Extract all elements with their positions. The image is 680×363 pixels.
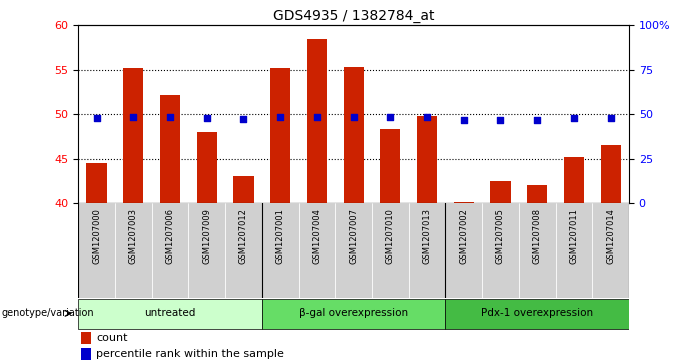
Text: genotype/variation: genotype/variation [1, 308, 95, 318]
Bar [233, 176, 254, 203]
Bar [81, 333, 91, 344]
Point [91, 115, 102, 121]
Bar [556, 203, 592, 298]
Text: GSM1207010: GSM1207010 [386, 208, 395, 264]
Bar [123, 68, 143, 203]
Text: GSM1207000: GSM1207000 [92, 208, 101, 264]
Bar [490, 181, 511, 203]
Bar [160, 95, 180, 203]
Text: GSM1207003: GSM1207003 [129, 208, 138, 264]
Bar [527, 185, 547, 203]
Bar [592, 203, 629, 298]
Point [568, 115, 579, 121]
Bar [445, 299, 629, 329]
Bar [335, 203, 372, 298]
Point [605, 115, 616, 121]
Text: percentile rank within the sample: percentile rank within the sample [97, 349, 284, 359]
Point [275, 114, 286, 120]
Bar [600, 146, 621, 203]
Bar [454, 201, 474, 203]
Point [201, 115, 212, 121]
Bar [270, 68, 290, 203]
Point [385, 114, 396, 120]
Text: GSM1207012: GSM1207012 [239, 208, 248, 264]
Text: GSM1207006: GSM1207006 [165, 208, 175, 264]
Point [458, 117, 469, 123]
Bar [307, 39, 327, 203]
Bar [564, 157, 584, 203]
Bar [188, 203, 225, 298]
Bar [445, 203, 482, 298]
Point [422, 114, 432, 120]
Text: GSM1207014: GSM1207014 [606, 208, 615, 264]
Bar [299, 203, 335, 298]
Text: β-gal overexpression: β-gal overexpression [299, 308, 408, 318]
Text: Pdx-1 overexpression: Pdx-1 overexpression [481, 308, 593, 318]
Bar [409, 203, 445, 298]
Bar [262, 299, 445, 329]
Text: GSM1207008: GSM1207008 [532, 208, 542, 264]
Bar [78, 299, 262, 329]
Bar [152, 203, 188, 298]
Point [532, 117, 543, 123]
Bar [81, 348, 91, 360]
Text: GSM1207001: GSM1207001 [275, 208, 285, 264]
Text: GSM1207007: GSM1207007 [349, 208, 358, 264]
Bar [519, 203, 556, 298]
Bar [372, 203, 409, 298]
Bar [482, 203, 519, 298]
Point [128, 114, 139, 120]
Text: GSM1207013: GSM1207013 [422, 208, 432, 264]
Point [165, 114, 175, 120]
Text: GSM1207004: GSM1207004 [312, 208, 322, 264]
Bar [225, 203, 262, 298]
Text: GSM1207009: GSM1207009 [202, 208, 211, 264]
Bar [78, 203, 115, 298]
Point [238, 116, 249, 122]
Text: count: count [97, 333, 128, 343]
Bar [343, 67, 364, 203]
Text: untreated: untreated [144, 308, 196, 318]
Bar [380, 129, 401, 203]
Bar [115, 203, 152, 298]
Text: GSM1207002: GSM1207002 [459, 208, 469, 264]
Text: GSM1207005: GSM1207005 [496, 208, 505, 264]
Point [311, 114, 322, 120]
Title: GDS4935 / 1382784_at: GDS4935 / 1382784_at [273, 9, 435, 23]
Bar [86, 163, 107, 203]
Point [348, 114, 359, 120]
Bar [262, 203, 299, 298]
Bar [417, 116, 437, 203]
Bar [197, 132, 217, 203]
Text: GSM1207011: GSM1207011 [569, 208, 579, 264]
Point [495, 117, 506, 123]
